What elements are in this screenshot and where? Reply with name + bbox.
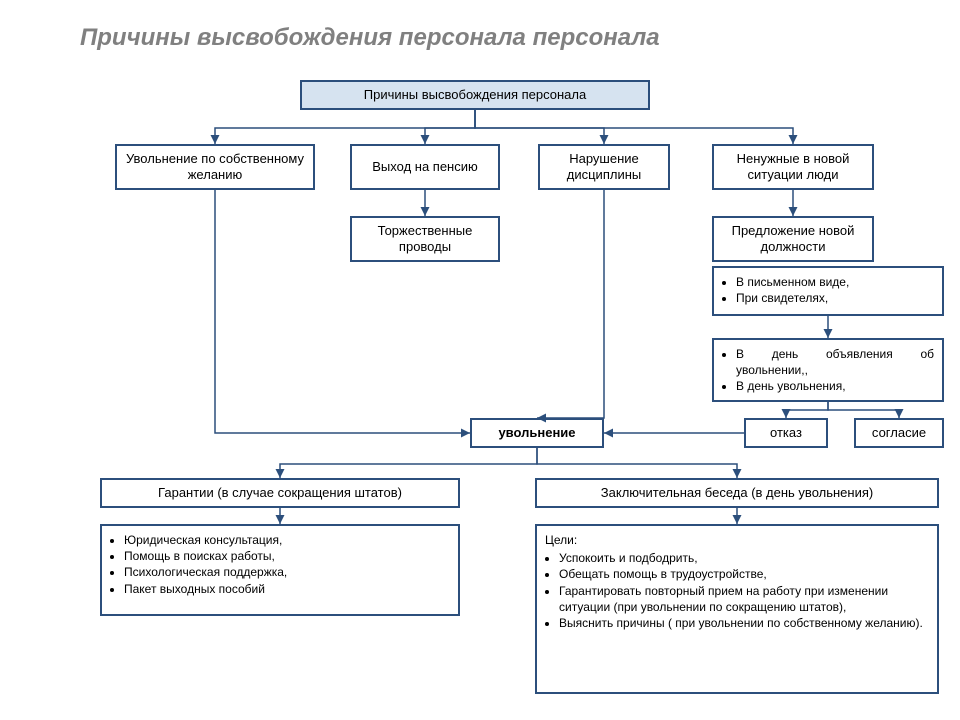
node-n7: В письменном виде,При свидетелях, [712, 266, 944, 316]
node-z_body: Цели:Успокоить и подбодрить,Обещать помо… [535, 524, 939, 694]
node-z_head: Заключительная беседа (в день увольнения… [535, 478, 939, 508]
node-agree: согласие [854, 418, 944, 448]
node-n1: Увольнение по собственному желанию [115, 144, 315, 190]
node-n3: Нарушение дисциплины [538, 144, 670, 190]
node-g_body: Юридическая консультация,Помощь в поиска… [100, 524, 460, 616]
node-n8: В день объявления об увольнении,,В день … [712, 338, 944, 402]
node-n5: Торжественные проводы [350, 216, 500, 262]
node-g_head: Гарантии (в случае сокращения штатов) [100, 478, 460, 508]
node-fire: увольнение [470, 418, 604, 448]
node-root: Причины высвобождения персонала [300, 80, 650, 110]
node-n4: Ненужные в новой ситуации люди [712, 144, 874, 190]
page-title: Причины высвобождения персонала персонал… [80, 24, 660, 52]
node-n6: Предложение новой должности [712, 216, 874, 262]
node-n2: Выход на пенсию [350, 144, 500, 190]
node-refuse: отказ [744, 418, 828, 448]
